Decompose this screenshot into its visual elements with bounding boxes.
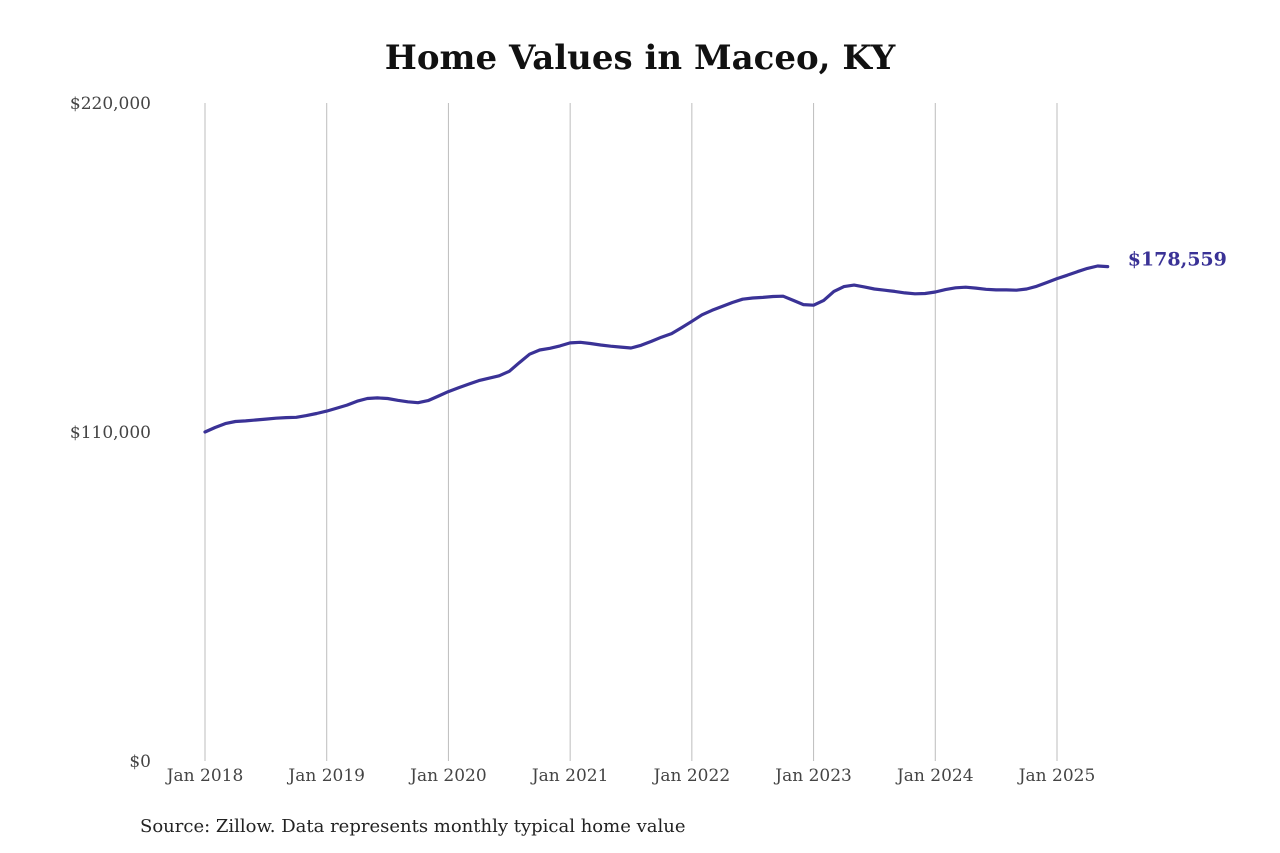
x-tick-label: Jan 2018 <box>165 766 244 786</box>
end-value-label: $178,559 <box>1128 249 1227 271</box>
x-tick-label: Jan 2025 <box>1017 766 1096 786</box>
x-tick-label: Jan 2024 <box>895 766 974 786</box>
x-tick-label: Jan 2021 <box>530 766 609 786</box>
x-tick-label: Jan 2019 <box>286 766 365 786</box>
chart-title: Home Values in Maceo, KY <box>384 38 896 78</box>
series-line <box>203 264 1110 434</box>
y-tick-label: $110,000 <box>70 423 151 443</box>
y-tick-label: $0 <box>129 752 151 772</box>
x-tick-label: Jan 2022 <box>652 766 731 786</box>
x-tick-label: Jan 2020 <box>408 766 487 786</box>
source-note: Source: Zillow. Data represents monthly … <box>140 816 686 837</box>
x-tick-label: Jan 2023 <box>773 766 852 786</box>
y-tick-label: $220,000 <box>70 94 151 114</box>
